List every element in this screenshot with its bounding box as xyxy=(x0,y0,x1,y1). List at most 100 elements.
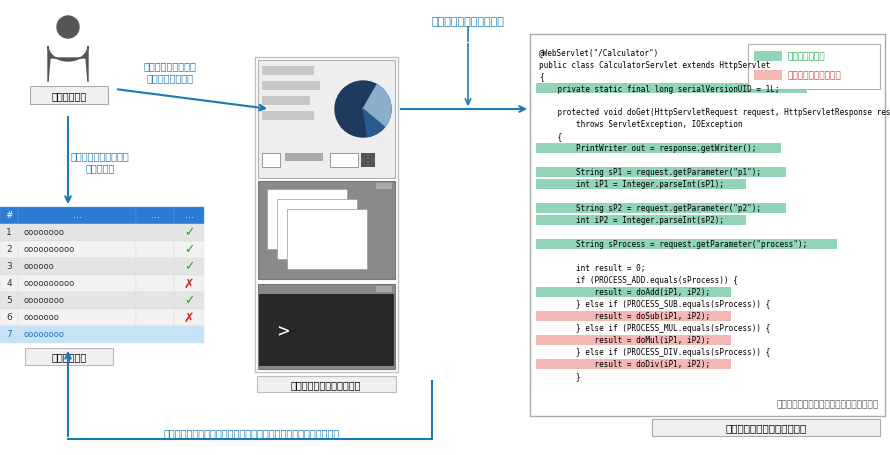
Bar xyxy=(287,210,367,269)
Bar xyxy=(136,224,174,242)
Bar xyxy=(0,293,18,309)
Bar xyxy=(18,275,136,293)
Bar xyxy=(536,335,731,345)
Bar xyxy=(25,348,113,365)
Bar xyxy=(530,35,885,416)
Text: …: … xyxy=(150,211,159,220)
Text: protected void doGet(HttpServletRequest request, HttpServletResponse response): protected void doGet(HttpServletRequest … xyxy=(539,108,890,117)
Bar xyxy=(262,97,310,106)
Text: ✓: ✓ xyxy=(183,260,194,273)
Text: 処理が行われていない箇所をカバーするためのテストケースを追加: 処理が行われていない箇所をカバーするためのテストケースを追加 xyxy=(164,427,340,437)
Bar xyxy=(136,293,174,309)
Text: {: { xyxy=(539,72,544,81)
Text: …: … xyxy=(73,211,82,220)
Text: 3: 3 xyxy=(6,262,12,271)
Bar xyxy=(536,203,787,213)
Circle shape xyxy=(57,17,79,39)
Wedge shape xyxy=(363,86,391,128)
Text: oooooooo: oooooooo xyxy=(23,330,64,339)
Circle shape xyxy=(335,82,391,138)
Bar xyxy=(174,242,204,258)
Text: private static final long serialVersionUID = 1L;: private static final long serialVersionU… xyxy=(539,84,780,93)
Bar xyxy=(748,45,880,90)
Text: result = doDiv(iP1, iP2);: result = doDiv(iP1, iP2); xyxy=(539,360,710,369)
Text: oooooooo: oooooooo xyxy=(23,228,64,237)
Text: String sProcess = request.getParameter("process");: String sProcess = request.getParameter("… xyxy=(539,240,807,249)
Text: 5: 5 xyxy=(6,296,12,305)
Text: throws ServletException, IOException: throws ServletException, IOException xyxy=(539,120,742,129)
Text: 1: 1 xyxy=(6,228,12,237)
Bar xyxy=(18,293,136,309)
Bar xyxy=(18,224,136,242)
Bar xyxy=(0,258,18,275)
Text: ✓: ✓ xyxy=(183,294,194,307)
Bar xyxy=(0,224,18,242)
Bar xyxy=(136,258,174,275)
Wedge shape xyxy=(363,110,384,137)
Bar xyxy=(174,326,204,343)
Bar xyxy=(0,207,18,224)
Text: コードカバレッジの計測: コードカバレッジの計測 xyxy=(432,17,505,27)
Bar xyxy=(258,61,395,179)
Bar xyxy=(652,419,880,436)
Bar xyxy=(174,224,204,242)
Text: テストケースの参照・
結果の記入: テストケースの参照・ 結果の記入 xyxy=(70,151,129,172)
Bar xyxy=(285,154,323,162)
Polygon shape xyxy=(48,47,88,83)
Text: ソフトウェアの操作
（テストの実施）: ソフトウェアの操作 （テストの実施） xyxy=(143,61,197,83)
Text: 4: 4 xyxy=(6,279,12,288)
Bar xyxy=(267,190,347,249)
Text: テストケース: テストケース xyxy=(52,352,86,362)
Bar xyxy=(754,71,782,81)
Bar xyxy=(136,326,174,343)
Text: …: … xyxy=(184,211,193,220)
Text: テストケースではカバーできていない処理: テストケースではカバーできていない処理 xyxy=(777,399,879,409)
Bar xyxy=(277,200,357,259)
Text: int iP2 = Integer.parseInt(sP2);: int iP2 = Integer.parseInt(sP2); xyxy=(539,216,724,225)
Bar xyxy=(262,154,280,167)
Text: 7: 7 xyxy=(6,330,12,339)
Bar xyxy=(258,284,395,369)
Bar xyxy=(174,309,204,326)
Bar xyxy=(262,112,314,121)
Text: String sP2 = request.getParameter("p2");: String sP2 = request.getParameter("p2"); xyxy=(539,204,761,213)
Bar xyxy=(258,182,395,279)
Text: int iP1 = Integer.parseInt(sP1);: int iP1 = Integer.parseInt(sP1); xyxy=(539,180,724,189)
Text: } else if (PROCESS_DIV.equals(sProcess)) {: } else if (PROCESS_DIV.equals(sProcess))… xyxy=(539,348,770,357)
Text: 2: 2 xyxy=(6,245,12,254)
Text: ✗: ✗ xyxy=(183,311,194,324)
Text: int result = 0;: int result = 0; xyxy=(539,264,645,273)
Text: ✗: ✗ xyxy=(183,277,194,290)
Bar xyxy=(18,207,136,224)
Bar xyxy=(376,184,392,190)
Text: PrintWriter out = response.getWriter();: PrintWriter out = response.getWriter(); xyxy=(539,144,756,153)
Text: oooooooooo: oooooooooo xyxy=(23,245,74,254)
Bar xyxy=(262,82,320,91)
Text: テスト対象のソフトウェア: テスト対象のソフトウェア xyxy=(291,379,361,389)
Bar xyxy=(255,58,398,372)
Bar xyxy=(259,294,394,366)
Bar xyxy=(136,207,174,224)
Bar xyxy=(174,293,204,309)
Text: if (PROCESS_ADD.equals(sProcess)) {: if (PROCESS_ADD.equals(sProcess)) { xyxy=(539,276,738,285)
Text: ✓: ✓ xyxy=(183,243,194,256)
Bar xyxy=(18,309,136,326)
Text: @WebServlet("/Calculator"): @WebServlet("/Calculator") xyxy=(539,48,659,57)
Bar xyxy=(174,207,204,224)
Text: 6: 6 xyxy=(6,313,12,322)
Text: #: # xyxy=(5,211,12,220)
Bar xyxy=(0,326,18,343)
Text: } else if (PROCESS_MUL.equals(sProcess)) {: } else if (PROCESS_MUL.equals(sProcess))… xyxy=(539,324,770,333)
Bar xyxy=(18,242,136,258)
Bar xyxy=(536,179,746,190)
Bar xyxy=(0,242,18,258)
Bar xyxy=(536,287,731,298)
Text: ooooooo: ooooooo xyxy=(23,313,59,322)
Bar xyxy=(536,311,731,321)
Bar xyxy=(18,258,136,275)
Text: result = doMul(iP1, iP2);: result = doMul(iP1, iP2); xyxy=(539,336,710,345)
Text: テスト実施者: テスト実施者 xyxy=(52,91,86,101)
Text: 処理が行われた: 処理が行われた xyxy=(788,52,826,61)
Text: {: { xyxy=(539,132,562,141)
Bar xyxy=(536,215,746,226)
